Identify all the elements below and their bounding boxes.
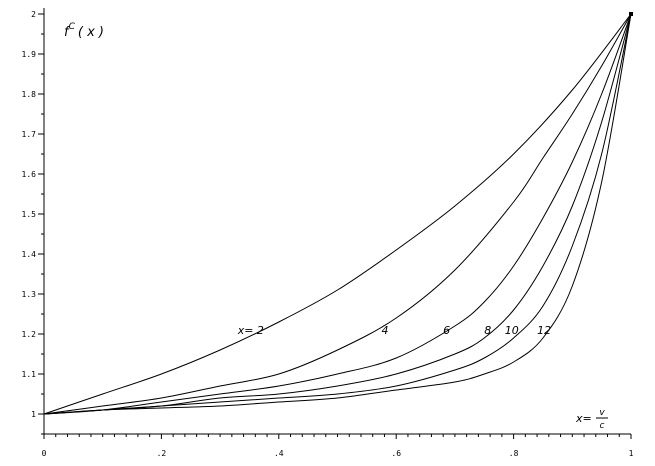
y-tick-label: 1.7 (22, 130, 37, 139)
curve-label: 10 (505, 324, 519, 337)
curve-label: 8 (484, 324, 491, 337)
series-line-0 (43, 13, 632, 415)
x-label-denominator: c (600, 421, 605, 431)
curve-label: x= 2 (237, 324, 264, 337)
x-tick-label: .6 (391, 449, 401, 458)
x-label-lhs: x= (575, 412, 592, 425)
y-tick-label: 2 (31, 10, 36, 19)
y-tick-label: 1.5 (22, 210, 37, 219)
endpoint-marker (629, 12, 633, 16)
series-line-2 (43, 13, 632, 415)
y-tick-label: 1.1 (22, 370, 37, 379)
x-label-numerator: v (599, 408, 605, 418)
y-tick-label: 1.9 (22, 50, 37, 59)
x-axis-label: x= v c (575, 408, 608, 431)
x-tick-label: .4 (274, 449, 284, 458)
x-tick-label: .8 (509, 449, 519, 458)
curve-label: 6 (443, 324, 450, 337)
y-tick-label: 1.2 (22, 330, 37, 339)
series-line-1 (43, 13, 632, 415)
y-label-superscript: C (69, 22, 76, 32)
y-tick-label: 1.3 (22, 290, 37, 299)
y-axis-label: fC( x ) (64, 22, 104, 40)
y-tick-label: 1 (31, 410, 36, 419)
x-tick-label: .2 (157, 449, 167, 458)
x-tick-label: 0 (42, 449, 47, 458)
x-tick-label: 1 (629, 449, 634, 458)
curve-label: 12 (537, 324, 551, 337)
y-tick-label: 1.6 (22, 170, 37, 179)
series-line-3 (43, 13, 632, 415)
y-tick-label: 1.4 (22, 250, 37, 259)
y-label-arg: ( x ) (78, 25, 104, 40)
y-label-base: f (64, 25, 71, 40)
series-line-5 (43, 13, 632, 415)
curves (43, 12, 633, 415)
curve-label: 4 (382, 324, 389, 337)
y-tick-label: 1.8 (22, 90, 37, 99)
axes: 0 .2 .4 .6 .8 1 1 1.1 1.2 1.3 1.4 1.5 1.6 1.7 1.8 1.9 2 (22, 8, 634, 458)
curve-labels: x= 2 4 6 8 10 12 (237, 324, 551, 337)
series-line-4 (43, 13, 632, 415)
